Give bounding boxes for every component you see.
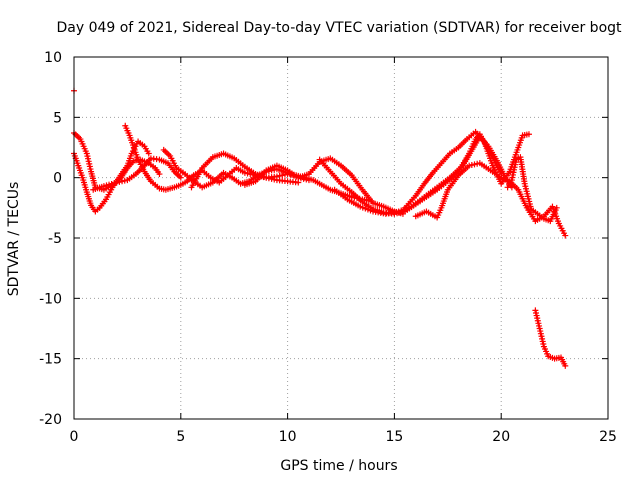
data-point [281, 171, 288, 178]
series-arc-2 [71, 138, 152, 215]
series-line [414, 162, 567, 237]
series-arc-13 [532, 307, 569, 369]
data-point [276, 172, 283, 179]
y-tick-label: -20 [39, 412, 62, 428]
data-point [121, 177, 128, 184]
data-point [177, 174, 184, 181]
y-axis-label: SDTVAR / TECUs [6, 182, 22, 297]
data-point [113, 179, 120, 186]
data-point [156, 171, 163, 178]
data-point [525, 131, 532, 138]
data-point [247, 171, 254, 178]
plot-frame [73, 56, 609, 420]
data-layer [71, 87, 569, 369]
data-point [562, 362, 569, 369]
x-axis-label: GPS time / hours [280, 458, 397, 474]
data-point [471, 161, 478, 168]
y-tick-label: 10 [44, 50, 62, 66]
series-arc-3 [90, 155, 184, 193]
data-point [145, 150, 152, 157]
series-arc-7 [241, 155, 406, 217]
data-point [468, 161, 475, 168]
chart-title: Day 049 of 2021, Sidereal Day-to-day VTE… [56, 20, 622, 36]
y-tick-label: -10 [39, 291, 62, 307]
y-tick-label: -15 [39, 352, 62, 368]
data-point [466, 162, 473, 169]
y-tick-label: 5 [53, 110, 62, 126]
grid-layer [74, 57, 608, 419]
x-tick-label: 25 [599, 429, 617, 445]
x-tick-label: 15 [385, 429, 403, 445]
data-point [119, 178, 126, 185]
data-point [279, 172, 286, 179]
y-tick-label: 0 [53, 171, 62, 187]
series-arc-12 [504, 154, 560, 225]
data-point [241, 169, 248, 176]
series-arc-11 [412, 160, 569, 239]
data-point [116, 178, 123, 185]
data-point [474, 160, 481, 167]
x-tick-label: 20 [492, 429, 510, 445]
data-point [553, 204, 560, 211]
x-tick-label: 5 [176, 429, 185, 445]
data-point [562, 232, 569, 239]
x-tick-label: 0 [70, 429, 79, 445]
data-point [273, 173, 280, 180]
y-tick-label: -5 [48, 231, 62, 247]
x-tick-label: 10 [279, 429, 297, 445]
data-point [244, 170, 251, 177]
ticks-layer: 0 5 10 15 20 25 -20 -15 -10 -5 0 5 10 [39, 50, 617, 445]
